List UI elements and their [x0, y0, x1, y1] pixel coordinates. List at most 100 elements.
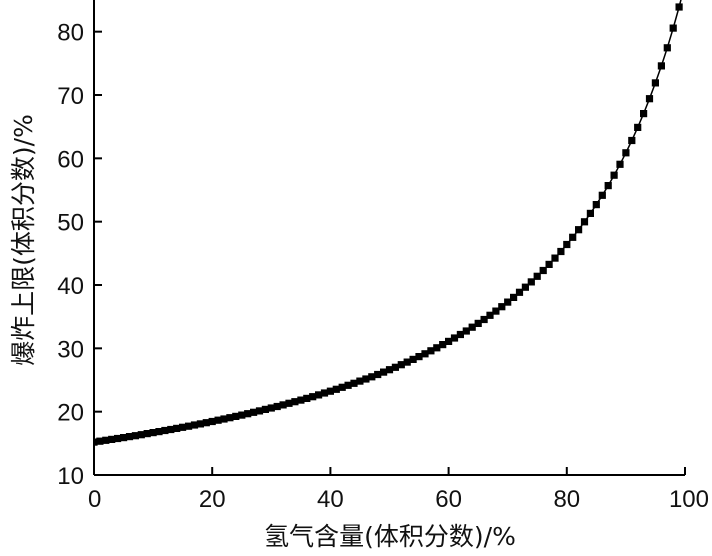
data-point-marker	[125, 433, 134, 441]
data-point-marker	[409, 355, 417, 363]
data-point-marker	[439, 341, 447, 349]
data-point-marker	[539, 266, 547, 275]
data-point-marker	[332, 385, 340, 393]
data-point-marker	[474, 319, 482, 327]
data-point-marker	[468, 323, 476, 331]
data-point-marker	[344, 381, 352, 389]
data-point-marker	[362, 375, 370, 383]
data-point-marker	[297, 396, 305, 404]
data-point-marker	[226, 414, 234, 422]
y-tick-label: 60	[57, 146, 84, 173]
ticks	[93, 30, 686, 476]
data-point-marker	[285, 399, 293, 407]
data-point-marker	[580, 218, 589, 226]
data-point-marker	[645, 95, 654, 103]
data-point-marker	[604, 182, 612, 190]
y-tick-label: 80	[57, 20, 84, 47]
data-point-marker	[279, 401, 287, 409]
data-point-marker	[569, 233, 577, 241]
y-tick-label: 20	[57, 400, 84, 427]
data-point-marker	[385, 366, 394, 374]
data-point-marker	[634, 123, 642, 131]
data-point-marker	[598, 191, 606, 199]
data-point-marker	[527, 278, 535, 286]
data-point-marker	[143, 430, 151, 438]
x-tick-label: 60	[435, 486, 462, 513]
data-point-marker	[250, 408, 258, 416]
data-point-marker	[445, 337, 453, 345]
data-point-marker	[675, 3, 683, 11]
data-point-marker	[167, 425, 175, 434]
data-point-marker	[498, 303, 506, 311]
data-point-marker	[480, 315, 488, 324]
data-point-marker	[651, 79, 659, 87]
data-point-marker	[96, 437, 104, 445]
data-point-marker	[273, 402, 281, 411]
data-point-marker	[545, 260, 553, 268]
data-point-marker	[179, 423, 187, 431]
y-tick-label: 70	[57, 83, 84, 110]
data-point-marker	[185, 422, 193, 430]
data-point-marker	[486, 311, 494, 319]
data-point-marker	[255, 407, 264, 415]
data-point-marker	[557, 247, 565, 256]
plot-area	[94, 0, 683, 446]
data-point-marker	[433, 344, 441, 352]
data-point-marker	[208, 417, 216, 426]
data-point-marker	[403, 358, 411, 366]
markers	[94, 3, 683, 446]
data-point-marker	[350, 379, 358, 387]
y-tick-label: 40	[57, 273, 84, 300]
data-point-marker	[427, 347, 435, 355]
data-point-marker	[190, 421, 199, 429]
data-point-marker	[622, 149, 630, 157]
x-tick-label: 0	[88, 486, 101, 513]
data-point-marker	[456, 330, 464, 339]
data-point-marker	[238, 411, 246, 419]
x-tick-label: 20	[199, 486, 226, 513]
data-point-marker	[663, 44, 671, 52]
data-point-marker	[161, 426, 169, 435]
data-point-marker	[261, 405, 269, 413]
data-point-marker	[202, 419, 210, 427]
data-point-marker	[137, 431, 145, 439]
data-point-marker	[610, 171, 618, 179]
data-point-marker	[267, 404, 275, 412]
data-point-marker	[326, 387, 334, 395]
data-point-marker	[196, 420, 204, 428]
data-point-marker	[669, 24, 677, 32]
data-point-marker	[114, 434, 122, 443]
data-point-marker	[504, 298, 512, 306]
data-point-marker	[244, 410, 252, 418]
data-point-marker	[131, 432, 139, 440]
data-point-marker	[380, 368, 388, 376]
data-point-marker	[492, 307, 500, 315]
data-point-marker	[374, 370, 382, 379]
data-point-marker	[586, 209, 594, 217]
data-point-marker	[303, 394, 311, 402]
data-point-marker	[391, 363, 399, 371]
data-point-marker	[450, 334, 459, 342]
data-point-marker	[108, 435, 116, 443]
data-point-marker	[94, 438, 98, 446]
data-point-marker	[214, 416, 222, 424]
data-point-marker	[533, 272, 541, 280]
axes	[93, 0, 685, 476]
data-point-marker	[338, 383, 346, 391]
x-tick-label: 100	[669, 486, 709, 513]
series-line	[94, 0, 682, 443]
y-tick-label: 10	[57, 463, 84, 490]
data-point-marker	[149, 429, 157, 437]
data-point-marker	[397, 361, 405, 369]
data-point-marker	[356, 377, 364, 385]
data-point-marker	[616, 160, 624, 168]
data-point-marker	[575, 226, 583, 234]
data-point-marker	[640, 110, 648, 118]
data-point-marker	[551, 254, 559, 262]
y-axis-title: 爆炸上限(体积分数)/%	[9, 114, 38, 366]
data-point-marker	[657, 62, 665, 70]
data-point-marker	[462, 327, 470, 335]
data-point-marker	[220, 415, 228, 423]
